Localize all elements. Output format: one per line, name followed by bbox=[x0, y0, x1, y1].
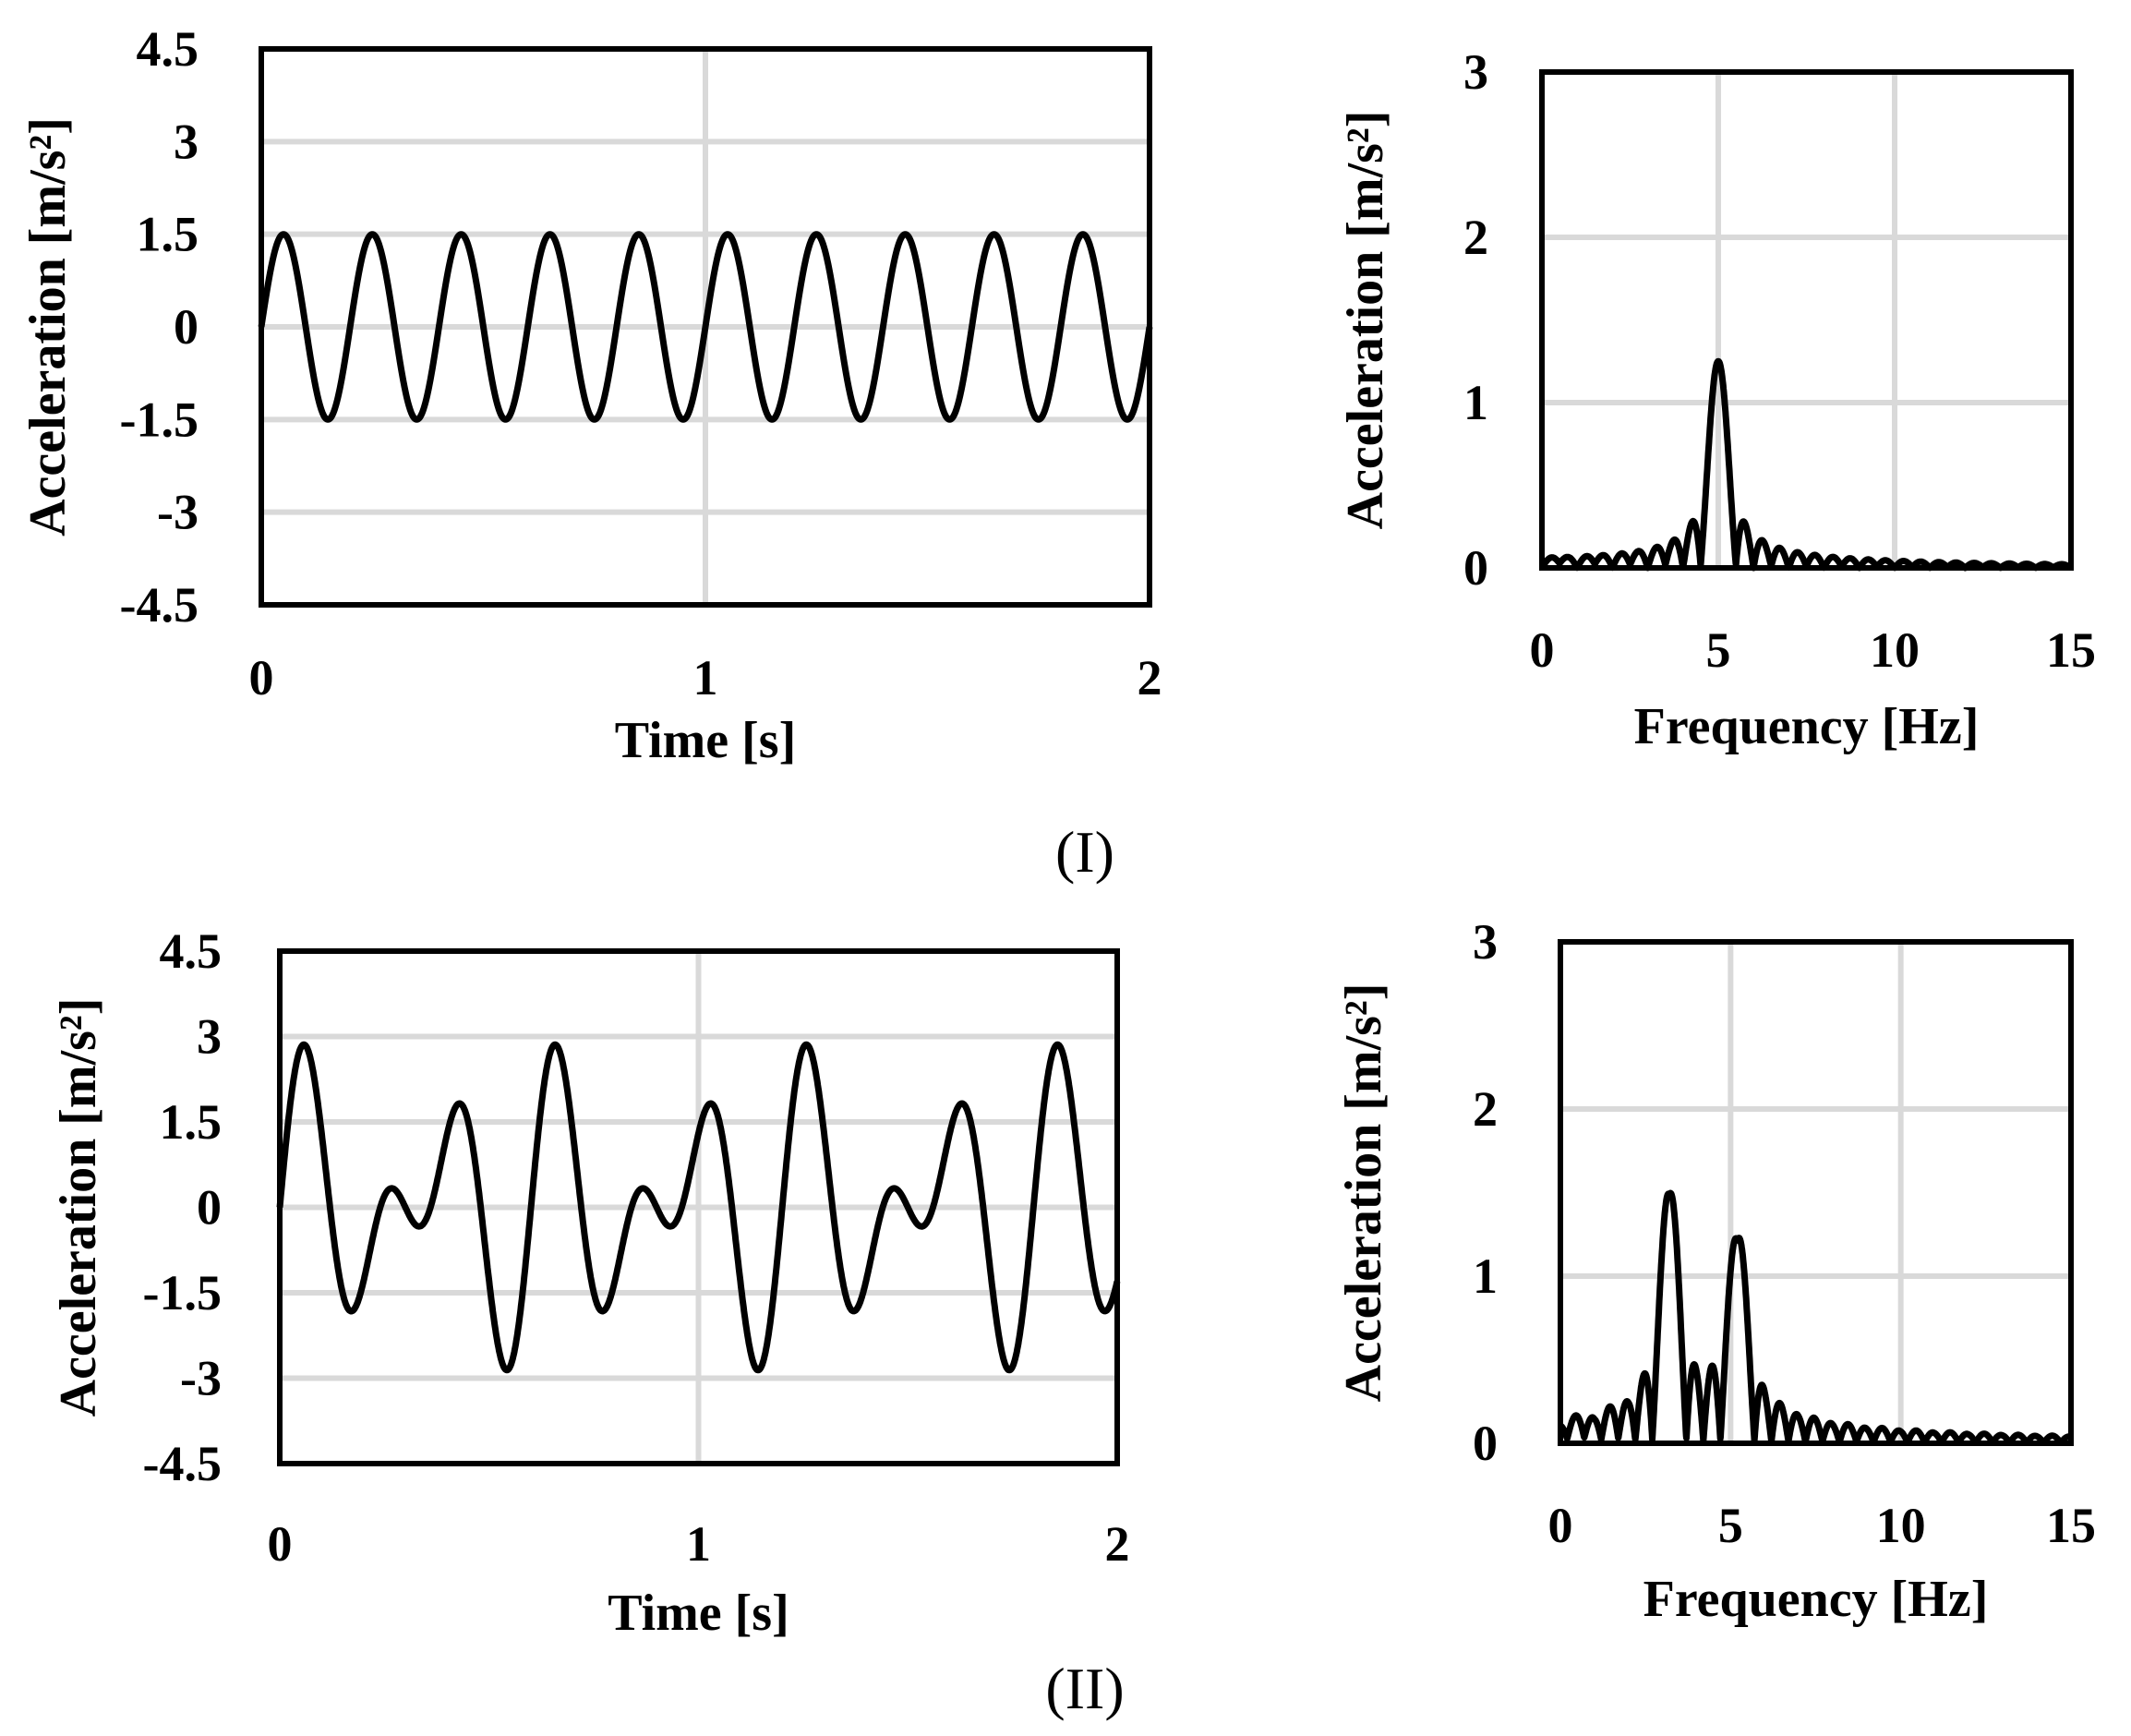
y-tick-label: 2 bbox=[1463, 210, 1488, 265]
x-tick-label: 5 bbox=[1706, 622, 1731, 678]
series-line-0 bbox=[1538, 357, 2075, 572]
x-tick-label: 0 bbox=[268, 1516, 293, 1572]
x-tick-label: 5 bbox=[1718, 1498, 1743, 1553]
y-tick-label: -1.5 bbox=[120, 392, 199, 447]
y-tick-label: 3 bbox=[1463, 44, 1488, 100]
plot-frame bbox=[259, 46, 1152, 608]
y-tick-label: -3 bbox=[157, 485, 199, 540]
y-tick-label: 0 bbox=[1463, 540, 1488, 596]
x-tick-label: 10 bbox=[1876, 1498, 1926, 1553]
y-tick-label: 3 bbox=[1473, 914, 1498, 970]
x-tick-label: 2 bbox=[1105, 1516, 1130, 1572]
y-tick-label: -4.5 bbox=[143, 1436, 222, 1491]
x-tick-label: 1 bbox=[686, 1516, 711, 1572]
x-axis-title: Time [s] bbox=[615, 712, 797, 769]
plot-frame bbox=[1558, 939, 2074, 1446]
y-tick-label: 2 bbox=[1473, 1081, 1498, 1137]
y-tick-label: 3 bbox=[174, 114, 199, 169]
chart-I-time: 0 1 2 4.5 3 1.5 0 -1.5 -3 -4.5 Time [s] Acceleratio… bbox=[19, 21, 1162, 769]
x-tick-label: 1 bbox=[693, 650, 718, 705]
x-axis-title: Time [s] bbox=[608, 1585, 789, 1642]
y-tick-label: -4.5 bbox=[120, 577, 199, 633]
y-tick-label: 0 bbox=[197, 1180, 222, 1236]
series-line-0 bbox=[1557, 1189, 2075, 1446]
panel-label-I: (I) bbox=[1055, 819, 1114, 885]
panel-label-II: (II) bbox=[1045, 1656, 1124, 1721]
x-tick-label: 2 bbox=[1138, 650, 1162, 705]
y-tick-label: 1 bbox=[1463, 375, 1488, 430]
x-tick-label: 0 bbox=[1530, 622, 1555, 678]
y-axis-title: Acceleration [m/s²] bbox=[1337, 111, 1394, 530]
x-axis-title: Frequency [Hz] bbox=[1643, 1571, 1989, 1628]
y-axis-title: Acceleration [m/s²] bbox=[50, 998, 107, 1417]
x-tick-label: 0 bbox=[249, 650, 274, 705]
y-axis-title: Acceleration [m/s²] bbox=[1335, 983, 1392, 1403]
y-tick-label: 0 bbox=[174, 299, 199, 355]
y-tick-label: 1.5 bbox=[160, 1094, 223, 1150]
plot-frame bbox=[1539, 69, 2074, 571]
series-line-0 bbox=[258, 231, 1153, 423]
x-tick-label: 15 bbox=[2046, 1498, 2096, 1553]
plot-frame bbox=[277, 948, 1120, 1466]
y-tick-label: 4.5 bbox=[137, 21, 199, 77]
y-tick-label: 1.5 bbox=[137, 207, 199, 262]
y-axis-title: Acceleration [m/s²] bbox=[19, 117, 77, 536]
y-tick-label: 0 bbox=[1473, 1416, 1498, 1471]
series-line-0 bbox=[276, 1041, 1121, 1374]
y-tick-label: 4.5 bbox=[160, 923, 223, 979]
y-tick-label: -1.5 bbox=[143, 1265, 222, 1320]
y-tick-label: 3 bbox=[197, 1009, 222, 1065]
x-tick-label: 0 bbox=[1548, 1498, 1573, 1553]
y-tick-label: -3 bbox=[180, 1351, 222, 1406]
chart-II-time: 0 1 2 4.5 3 1.5 0 -1.5 -3 -4.5 Time [s] Acceleratio… bbox=[50, 923, 1130, 1642]
x-axis-title: Frequency [Hz] bbox=[1634, 698, 1980, 755]
y-tick-label: 1 bbox=[1473, 1248, 1498, 1304]
x-tick-label: 10 bbox=[1870, 622, 1920, 678]
x-tick-label: 15 bbox=[2046, 622, 2096, 678]
